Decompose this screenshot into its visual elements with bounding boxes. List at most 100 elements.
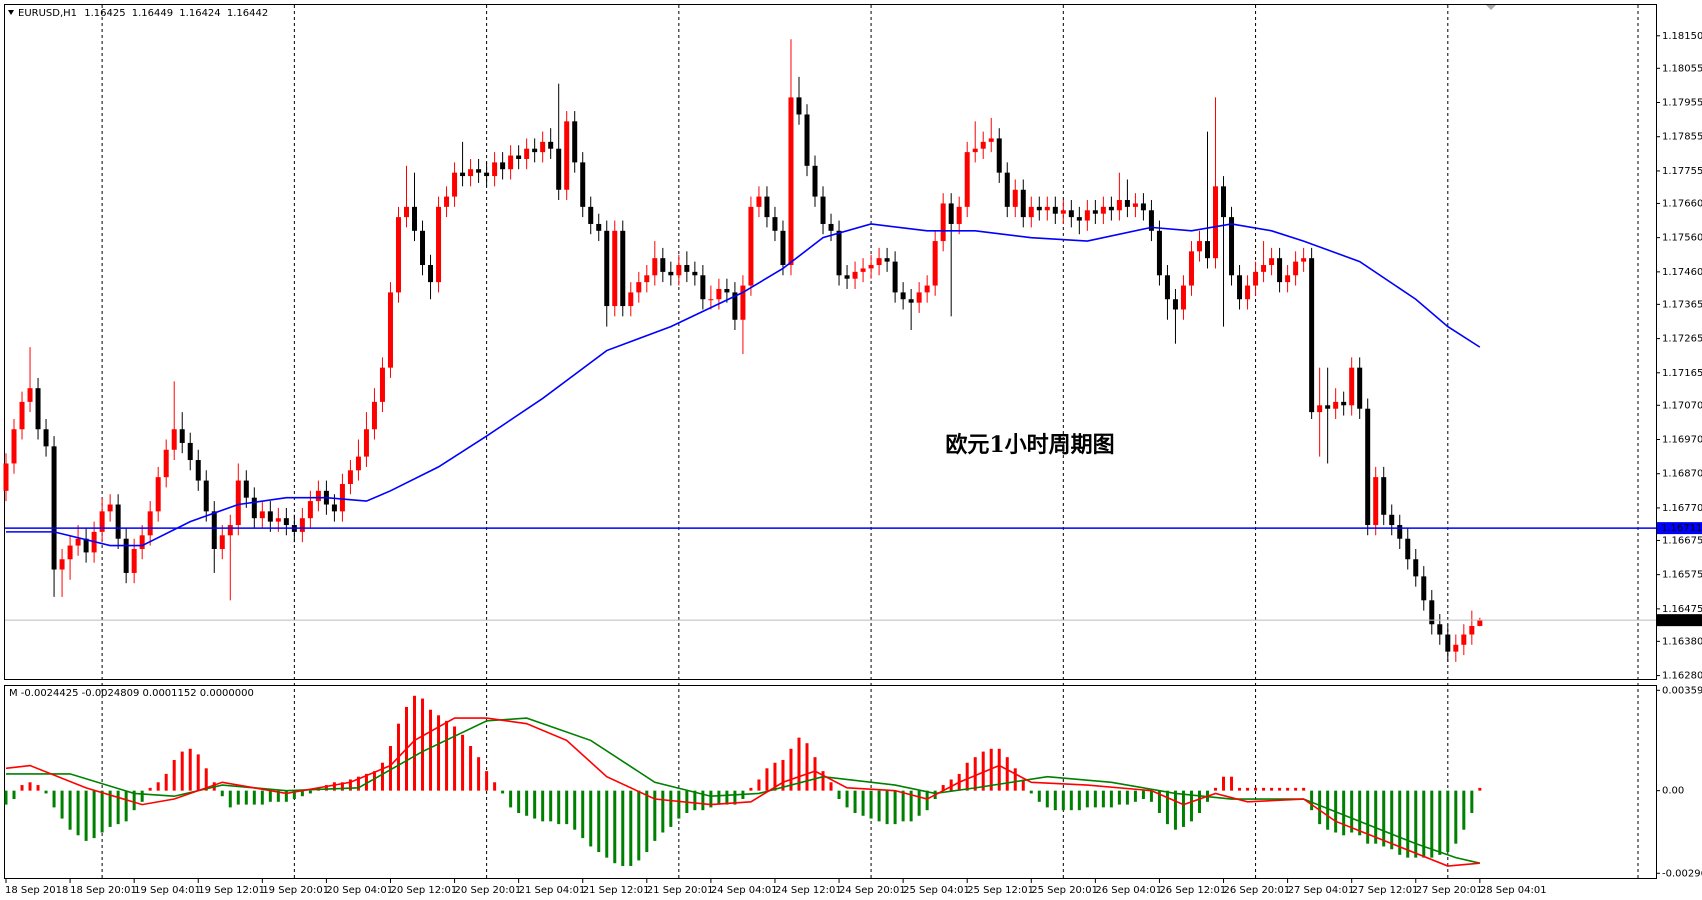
- candle-body: [163, 449, 169, 478]
- candle-body: [444, 196, 450, 207]
- candle-body: [1084, 210, 1090, 221]
- candle-body: [668, 271, 674, 276]
- histogram-bar: [1157, 790, 1161, 813]
- histogram-bar: [1173, 790, 1177, 830]
- candle-body: [1004, 172, 1010, 207]
- candle-body: [347, 470, 353, 484]
- candle-body: [556, 148, 562, 190]
- histogram-bar: [172, 759, 176, 791]
- histogram-bar: [20, 785, 24, 791]
- histogram-bar: [132, 790, 136, 811]
- histogram-bar: [557, 790, 561, 825]
- histogram-bar: [1109, 790, 1113, 808]
- candle-body: [1140, 203, 1146, 211]
- x-tick-label: 18 Sep 20:01: [70, 885, 137, 896]
- histogram-bar: [1446, 790, 1450, 853]
- candle-body: [708, 299, 714, 301]
- macd-legend: M -0.0024425 -0.0024809 0.0001152 0.0000…: [9, 688, 254, 699]
- candle-body: [1365, 408, 1371, 526]
- histogram-bar: [613, 790, 617, 864]
- histogram-bar: [725, 790, 729, 805]
- candle-body: [171, 429, 177, 450]
- histogram-bar: [196, 754, 200, 791]
- candle-body: [980, 141, 986, 149]
- histogram-bar: [501, 790, 505, 794]
- histogram-bar: [108, 790, 112, 827]
- histogram-bar: [1342, 790, 1346, 836]
- candle-body: [51, 446, 57, 570]
- histogram-bar: [1254, 787, 1258, 791]
- histogram-bar: [965, 762, 969, 791]
- candle-body: [179, 429, 185, 443]
- y-tick-label: 1.16675: [1662, 535, 1702, 546]
- histogram-bar: [757, 779, 761, 791]
- histogram-bar: [1189, 790, 1193, 822]
- histogram-bar: [581, 790, 585, 839]
- candle-body: [1405, 538, 1411, 560]
- x-tick-label: 24 Sep 20:01: [839, 885, 906, 896]
- candle-body: [1044, 206, 1050, 211]
- histogram-bar: [1366, 790, 1370, 844]
- candle-body: [371, 401, 377, 430]
- histogram-bar: [781, 759, 785, 791]
- annotation: 欧元1小时周期图: [945, 432, 1114, 458]
- moving-average: [6, 223, 1481, 547]
- candle-body: [628, 292, 634, 307]
- histogram-bar: [709, 790, 713, 808]
- candle-body: [724, 288, 730, 293]
- histogram-bar: [1438, 790, 1442, 855]
- x-tick-label: 25 Sep 12:01: [967, 885, 1034, 896]
- x-tick-label: 26 Sep 20:01: [1224, 885, 1291, 896]
- histogram-bar: [669, 790, 673, 827]
- histogram-bar: [220, 790, 224, 797]
- histogram-bar: [541, 790, 545, 822]
- candle-body: [1068, 210, 1074, 218]
- histogram-bar: [661, 790, 665, 833]
- candle-body: [1261, 265, 1267, 272]
- candle-body: [1317, 405, 1323, 413]
- candle-body: [1020, 189, 1026, 218]
- histogram-bar: [1230, 776, 1234, 791]
- histogram-bar: [885, 790, 889, 825]
- candle-body: [1389, 514, 1395, 526]
- candle-body: [115, 504, 121, 539]
- histogram-bar: [76, 790, 80, 836]
- candle-body: [107, 504, 113, 512]
- histogram-bar: [140, 790, 144, 802]
- candle-body: [524, 148, 530, 159]
- candle-body: [363, 429, 369, 457]
- histogram-bar: [1262, 787, 1266, 791]
- candle-body: [1413, 559, 1419, 577]
- y-tick-label: 1.17070: [1662, 400, 1702, 411]
- candle-body: [1461, 634, 1467, 645]
- candle-body: [267, 511, 273, 522]
- candle-body: [203, 480, 209, 512]
- candle-body: [492, 162, 498, 177]
- histogram-bar: [204, 768, 208, 791]
- histogram-bar: [1045, 790, 1049, 808]
- histogram-bar: [284, 790, 288, 802]
- histogram-bar: [1222, 776, 1226, 791]
- candle-body: [1397, 525, 1403, 539]
- histogram-bar: [68, 790, 72, 830]
- histogram-bar: [44, 790, 48, 794]
- histogram-bar: [493, 782, 497, 791]
- candle-body: [436, 206, 442, 283]
- candle-body: [676, 265, 682, 276]
- histogram-bar: [4, 790, 8, 805]
- histogram-bar: [437, 715, 441, 791]
- candle-body: [1325, 405, 1331, 409]
- candle-body: [275, 518, 281, 522]
- histogram-bar: [332, 782, 336, 791]
- histogram-bar: [789, 748, 793, 791]
- candle-body: [1253, 271, 1259, 286]
- histogram-bar: [1382, 790, 1386, 847]
- candle-body: [187, 442, 193, 461]
- y-tick-label: 0.003596: [1662, 685, 1702, 696]
- price-box: [1657, 522, 1702, 535]
- y-tick-label: 1.17660: [1662, 198, 1702, 209]
- histogram-bar: [517, 790, 521, 813]
- histogram-bar: [1077, 790, 1081, 811]
- candle-body: [1148, 210, 1154, 231]
